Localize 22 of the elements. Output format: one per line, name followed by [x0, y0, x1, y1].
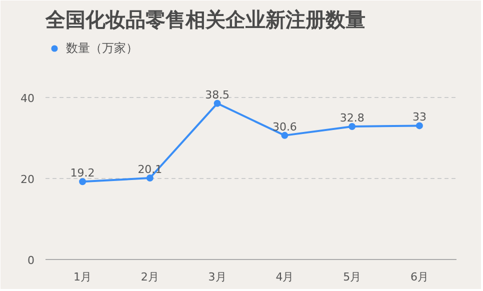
y-tick-label: 0 — [28, 254, 34, 267]
point — [281, 132, 288, 139]
point — [146, 174, 154, 182]
data-label: 19.2 — [70, 166, 95, 180]
data-label: 38.5 — [205, 88, 230, 102]
point — [79, 178, 86, 186]
point — [214, 100, 221, 107]
data-label: 32.8 — [340, 112, 364, 125]
x-tick-label: 4月 — [276, 270, 294, 284]
x-tick-label: 2月 — [140, 270, 159, 284]
data-label: 30.6 — [272, 120, 297, 134]
point — [416, 122, 423, 130]
x-tick-label: 1月 — [74, 270, 92, 284]
y-tick-label: 20 — [20, 172, 35, 186]
x-tick-label: 5月 — [343, 270, 362, 284]
point — [348, 123, 356, 130]
chart-title: 全国化妆品零售相关企业新注册数量 — [44, 8, 366, 32]
y-tick-label: 40 — [20, 92, 35, 105]
data-label: 33 — [412, 110, 426, 124]
x-tick-label: 6月 — [410, 270, 428, 284]
x-tick-label: 3月 — [208, 270, 226, 284]
legend-label: 数量（万家） — [66, 40, 138, 56]
